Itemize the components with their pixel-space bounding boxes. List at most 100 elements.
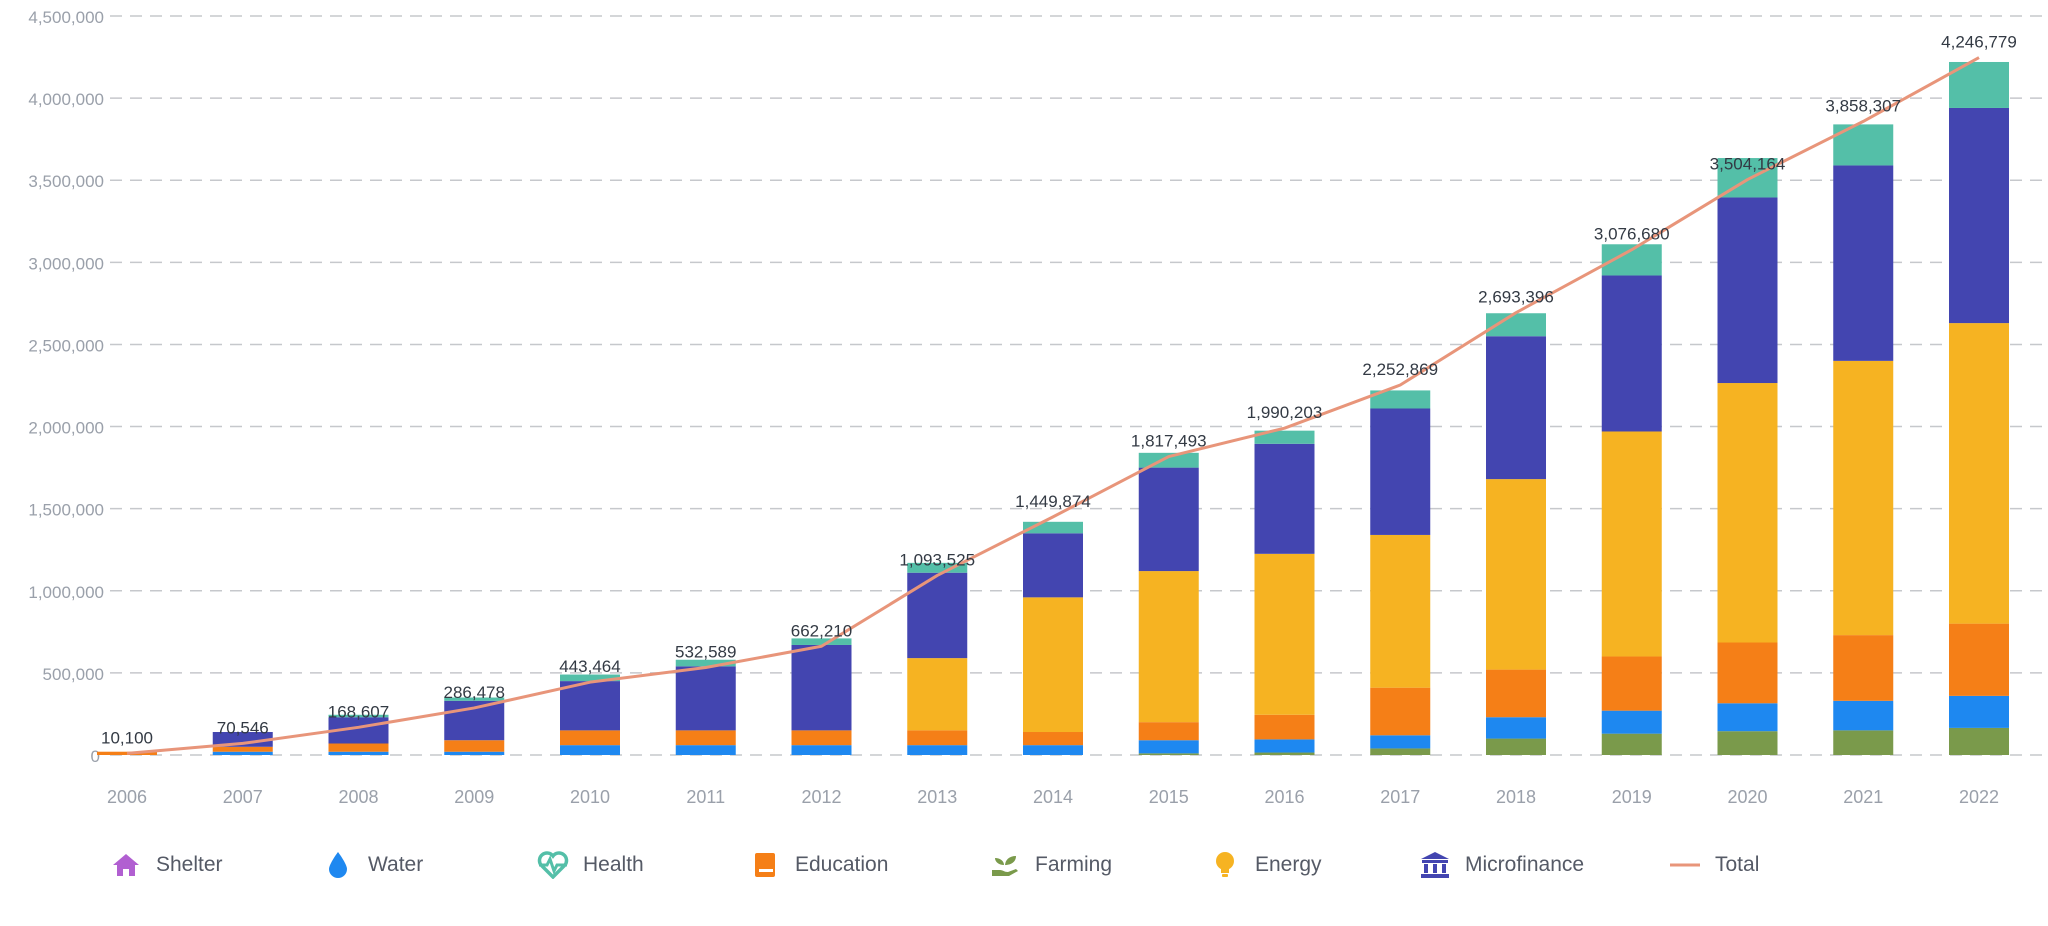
bar-segment-microfinance-2016 [1254, 443, 1315, 554]
x-tick-label: 2015 [1149, 787, 1189, 807]
bar-segment-water-2015 [1138, 740, 1199, 754]
bar-segment-water-2011 [675, 745, 736, 755]
y-tick-label: 1,500,000 [28, 501, 104, 520]
bar-segment-energy-2015 [1138, 571, 1199, 723]
legend-item-shelter[interactable]: Shelter [110, 849, 322, 881]
total-data-label: 532,589 [675, 643, 736, 662]
total-data-label: 1,990,203 [1247, 403, 1323, 422]
legend-label: Microfinance [1465, 853, 1585, 876]
legend-label: Shelter [156, 853, 223, 876]
bar-segment-water-2018 [1486, 717, 1546, 739]
bar-segment-water-2017 [1370, 735, 1431, 749]
bar-segment-education-2019 [1601, 656, 1662, 711]
legend-item-farming[interactable]: Farming [989, 849, 1209, 881]
legend-item-microfinance[interactable]: Microfinance [1419, 849, 1669, 881]
bar-segment-health-2014 [1023, 521, 1083, 534]
legend-label: Education [795, 853, 889, 876]
legend-label: Water [368, 853, 424, 876]
bar-segment-education-2015 [1138, 722, 1199, 741]
line-icon [1669, 849, 1701, 881]
total-data-label: 286,478 [444, 683, 505, 702]
legend-label: Health [583, 853, 644, 876]
x-tick-label: 2008 [338, 787, 378, 807]
bar-segment-microfinance-2010 [560, 681, 620, 731]
book-icon [749, 849, 781, 881]
legend: Shelter Water Health Education Farming E… [110, 848, 1789, 882]
bar-segment-education-2012 [791, 730, 852, 746]
bar-segment-farming-2021 [1833, 730, 1894, 755]
bar-segment-water-2009 [444, 751, 505, 755]
stacked-bar-chart: 0 500,000 1,000,000 1,500,000 2,000,000 2,500… [28, 8, 2048, 807]
bar-segment-water-2016 [1254, 739, 1315, 753]
bar-segment-microfinance-2019 [1601, 275, 1662, 432]
total-data-label: 10,100 [101, 728, 153, 747]
x-tick-label: 2010 [570, 787, 610, 807]
bar-segment-farming-2016 [1254, 752, 1315, 755]
bar-segment-water-2010 [560, 745, 620, 755]
lightbulb-icon [1209, 849, 1241, 881]
legend-item-water[interactable]: Water [322, 849, 537, 881]
bar-segment-microfinance-2007 [212, 732, 273, 747]
bar-segment-microfinance-2011 [675, 666, 736, 731]
x-tick-label: 2018 [1496, 787, 1536, 807]
total-data-label: 4,246,779 [1941, 33, 2017, 52]
total-data-label: 2,252,869 [1362, 360, 1438, 379]
y-tick-label: 0 [91, 747, 100, 766]
bar-segment-water-2019 [1601, 710, 1662, 734]
total-data-label: 1,817,493 [1131, 432, 1207, 451]
bar-segment-education-2011 [675, 730, 736, 746]
bar-segment-health-2016 [1254, 430, 1315, 444]
bar-segment-energy-2014 [1023, 597, 1083, 733]
bar-segment-education-2007 [212, 746, 273, 752]
total-line [126, 56, 1980, 755]
bar-segment-energy-2019 [1601, 431, 1662, 657]
bar-segment-water-2020 [1717, 703, 1778, 732]
bar-segment-energy-2018 [1486, 479, 1546, 670]
bar-segment-water-2014 [1023, 745, 1083, 755]
x-tick-label: 2022 [1959, 787, 1999, 807]
bar-segment-microfinance-2017 [1370, 408, 1431, 535]
x-tick-label: 2012 [801, 787, 841, 807]
legend-item-energy[interactable]: Energy [1209, 849, 1419, 881]
total-data-label: 3,504,164 [1710, 155, 1786, 174]
total-data-label: 3,076,680 [1594, 225, 1670, 244]
bar-segment-water-2012 [791, 745, 852, 755]
legend-item-education[interactable]: Education [749, 849, 989, 881]
bar-segment-education-2021 [1833, 635, 1894, 701]
bar-segment-health-2009 [444, 697, 505, 701]
bar-segment-farming-2018 [1486, 738, 1546, 755]
seedling-hand-icon [989, 849, 1021, 881]
bar-segment-health-2008 [328, 714, 389, 718]
house-icon [110, 849, 142, 881]
bar-segment-water-2013 [907, 745, 968, 755]
y-tick-label: 4,500,000 [28, 8, 104, 27]
bar-segment-farming-2020 [1717, 731, 1778, 755]
bar-segment-education-2009 [444, 740, 505, 752]
bar-segment-microfinance-2021 [1833, 165, 1894, 361]
bar-segment-education-2013 [907, 730, 968, 746]
y-tick-label: 2,000,000 [28, 419, 104, 438]
bar-segment-energy-2020 [1717, 383, 1778, 643]
bar-segment-microfinance-2014 [1023, 533, 1083, 598]
bar-segment-health-2013 [907, 562, 968, 573]
bar-segment-microfinance-2022 [1949, 107, 2009, 324]
bar-segment-energy-2017 [1370, 534, 1431, 688]
legend-label: Farming [1035, 853, 1113, 876]
legend-item-total[interactable]: Total [1669, 849, 1789, 881]
bar-segment-energy-2013 [907, 658, 968, 731]
bar-segment-health-2012 [791, 638, 852, 645]
bar-segment-microfinance-2013 [907, 572, 968, 659]
x-tick-label: 2017 [1380, 787, 1420, 807]
bar-segment-energy-2022 [1949, 323, 2009, 624]
bar-segment-health-2011 [675, 659, 736, 667]
bar-segment-microfinance-2020 [1717, 197, 1778, 384]
x-tick-label: 2019 [1612, 787, 1652, 807]
bar-segment-energy-2021 [1833, 360, 1894, 636]
legend-item-health[interactable]: Health [537, 849, 749, 881]
bar-segment-water-2008 [328, 751, 389, 755]
bar-segment-education-2008 [328, 743, 389, 752]
bar-segment-education-2018 [1486, 669, 1546, 718]
bar-segment-farming-2015 [1138, 753, 1199, 755]
bar-segment-farming-2022 [1949, 727, 2009, 755]
